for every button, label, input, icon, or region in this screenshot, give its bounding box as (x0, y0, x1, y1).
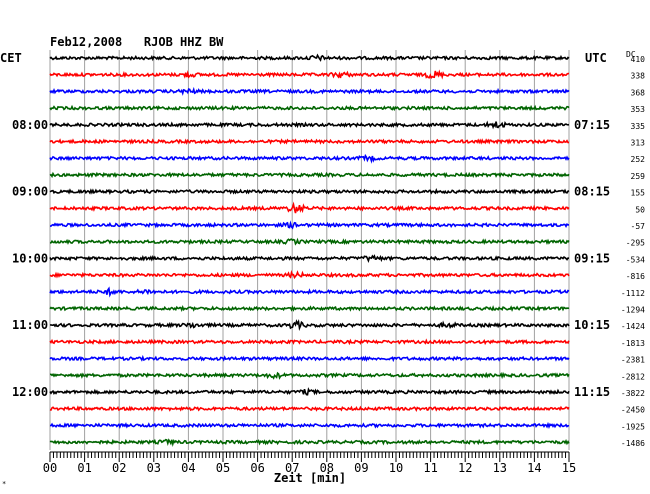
chart-title: Feb12,2008 RJOB HHZ BW (50, 35, 224, 49)
dc-value-10: -57 (631, 222, 646, 231)
utc-label: UTC (585, 51, 607, 65)
seismogram-traces (49, 53, 570, 448)
dc-value-11: -295 (626, 239, 645, 248)
corner-mark: * (2, 480, 6, 488)
utc-time-2: 09:15 (574, 251, 610, 265)
trace-16 (49, 319, 570, 332)
dc-value-0: 410 (631, 55, 646, 64)
dc-value-1: 338 (631, 72, 646, 81)
dc-value-12: -534 (626, 255, 645, 264)
dc-value-3: 353 (631, 105, 646, 114)
trace-15 (49, 304, 570, 313)
trace-7 (49, 171, 570, 179)
dc-value-20: -3822 (621, 389, 645, 398)
cet-time-2: 10:00 (12, 251, 48, 265)
utc-time-0: 07:15 (574, 118, 610, 132)
x-tick-label-13: 13 (493, 461, 507, 475)
utc-time-4: 11:15 (574, 385, 610, 399)
trace-9 (49, 201, 570, 214)
x-tick-label-12: 12 (458, 461, 472, 475)
x-tick-label-5: 05 (216, 461, 230, 475)
cet-time-3: 11:00 (12, 318, 48, 332)
trace-21 (49, 405, 570, 413)
dc-value-6: 252 (631, 155, 646, 164)
trace-5 (49, 138, 570, 145)
trace-4 (49, 120, 570, 130)
x-tick-label-1: 01 (77, 461, 91, 475)
dc-value-14: -1112 (621, 289, 645, 298)
dc-value-13: -816 (626, 272, 645, 281)
dc-value-5: 313 (631, 139, 646, 148)
dc-value-16: -1424 (621, 322, 645, 331)
trace-20 (49, 387, 570, 396)
dc-value-21: -2450 (621, 406, 645, 415)
x-axis: 00 01 02 03 04 05 06 07 08 09 10 11 12 13 14 15 (43, 451, 576, 475)
trace-14 (49, 286, 570, 298)
time-labels: 08:00 07:15 09:00 08:15 10:00 09:15 11:00 10:15… (12, 118, 610, 399)
dc-value-18: -2381 (621, 356, 645, 365)
cet-time-1: 09:00 (12, 185, 48, 199)
x-tick-label-14: 14 (527, 461, 541, 475)
dc-value-9: 50 (635, 205, 645, 214)
x-tick-label-9: 09 (354, 461, 368, 475)
dc-value-17: -1813 (621, 339, 645, 348)
dc-value-4: 335 (631, 122, 646, 131)
dc-value-2: 368 (631, 88, 646, 97)
trace-10 (50, 220, 570, 230)
trace-6 (49, 153, 570, 164)
cet-time-0: 08:00 (12, 118, 48, 132)
dc-values: 410 338 368 353 335 313 252 259 155 50 -57 -295 -534… (621, 55, 645, 448)
x-axis-label: Zeit [min] (274, 471, 346, 485)
trace-18 (49, 354, 570, 363)
dc-value-15: -1294 (621, 306, 645, 315)
trace-1 (49, 69, 569, 80)
trace-0 (49, 53, 570, 62)
trace-17 (49, 338, 570, 346)
trace-12 (49, 254, 570, 263)
x-tick-label-8: 08 (320, 461, 334, 475)
dc-value-8: 155 (631, 189, 646, 198)
utc-time-1: 08:15 (574, 185, 610, 199)
cet-time-4: 12:00 (12, 385, 48, 399)
x-tick-label-0: 00 (43, 461, 57, 475)
dc-value-22: -1925 (621, 422, 645, 431)
trace-11 (49, 237, 570, 246)
x-tick-label-3: 03 (147, 461, 161, 475)
dc-value-19: -2812 (621, 372, 645, 381)
x-tick-label-6: 06 (250, 461, 264, 475)
x-tick-label-7: 07 (285, 461, 299, 475)
trace-8 (49, 188, 570, 195)
dc-value-23: -1486 (621, 439, 645, 448)
trace-23 (49, 438, 570, 448)
x-tick-label-4: 04 (181, 461, 195, 475)
utc-time-3: 10:15 (574, 318, 610, 332)
minute-gridlines (49, 50, 570, 450)
dc-label: DC (626, 50, 636, 59)
trace-19 (49, 371, 570, 380)
x-tick-label-15: 15 (562, 461, 576, 475)
x-tick-label-11: 11 (423, 461, 437, 475)
x-tick-label-10: 10 (389, 461, 403, 475)
trace-2 (49, 86, 570, 96)
dc-value-7: 259 (631, 172, 646, 181)
trace-3 (49, 104, 570, 112)
trace-13 (49, 270, 570, 280)
x-tick-label-2: 02 (112, 461, 126, 475)
cet-label: CET (0, 51, 22, 65)
trace-22 (49, 421, 570, 430)
